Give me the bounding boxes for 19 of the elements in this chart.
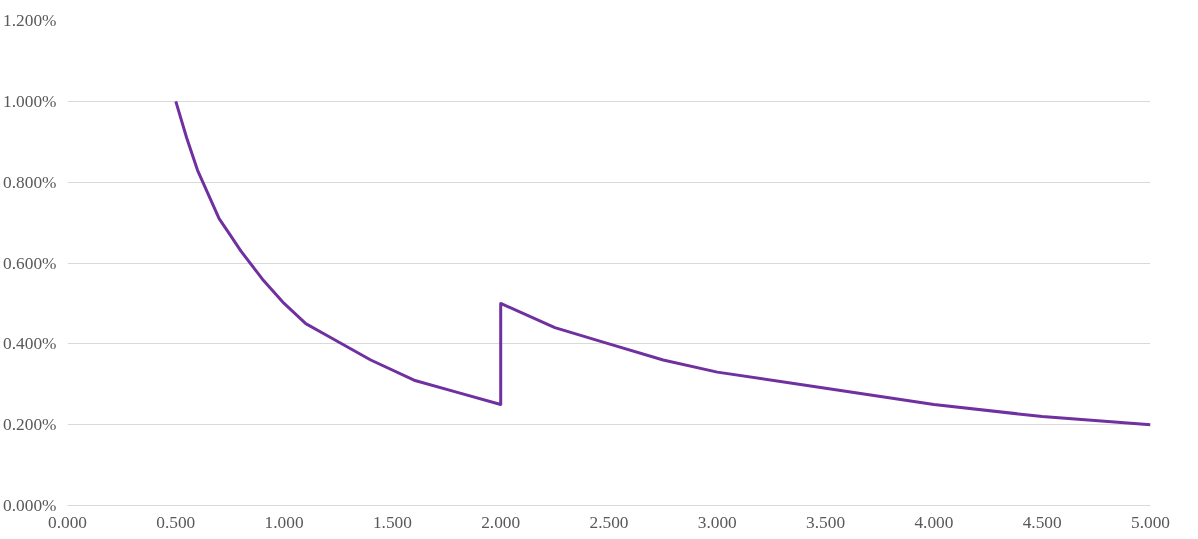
x-tick-label: 4.500 xyxy=(1022,512,1062,532)
x-tick-label: 0.000 xyxy=(48,512,88,532)
y-tick-label: 0.200% xyxy=(3,415,57,435)
x-tick-label: 4.000 xyxy=(914,512,954,532)
x-tick-label: 3.000 xyxy=(697,512,737,532)
y-tick-label: 0.800% xyxy=(3,172,57,192)
x-tick-label: 0.500 xyxy=(156,512,196,532)
x-tick-label: 3.500 xyxy=(806,512,846,532)
x-tick-label: 2.000 xyxy=(481,512,521,532)
x-tick-label: 5.000 xyxy=(1131,512,1171,532)
y-tick-label: 1.200% xyxy=(3,11,57,30)
x-tick-label: 1.500 xyxy=(372,512,412,532)
x-tick-label: 1.000 xyxy=(264,512,304,532)
line-series xyxy=(174,99,1151,427)
x-tick-label: 2.500 xyxy=(589,512,629,532)
y-tick-label: 1.000% xyxy=(3,91,57,111)
y-tick-label: 0.400% xyxy=(3,334,57,354)
y-tick-label: 0.000% xyxy=(3,496,57,515)
y-tick-label: 0.600% xyxy=(3,253,57,273)
